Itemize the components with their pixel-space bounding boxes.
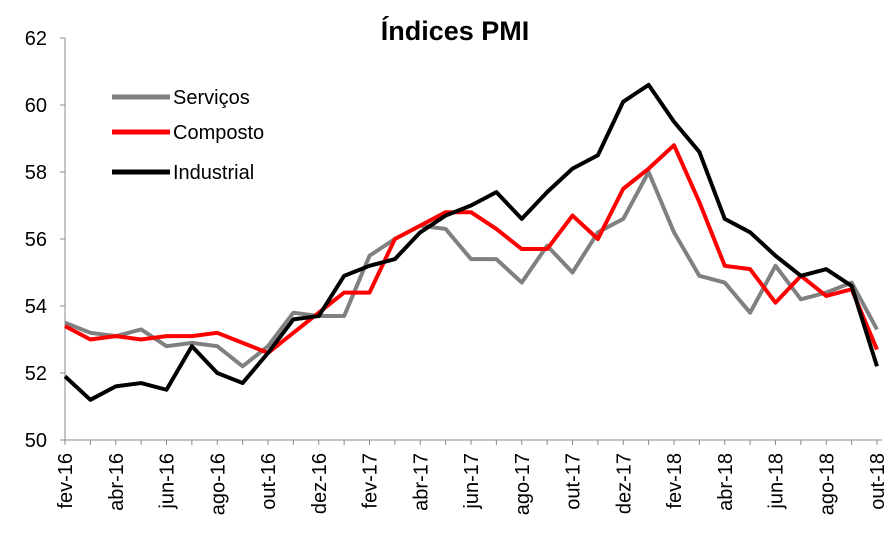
x-tick-label: fev-17: [360, 453, 382, 509]
y-tick-label: 58: [25, 162, 47, 184]
x-tick-label: jun-16: [157, 453, 179, 510]
x-tick-label: ago-17: [512, 453, 534, 515]
x-tick-label: abr-18: [715, 453, 737, 511]
x-tick-label: ago-18: [816, 453, 838, 515]
y-tick-label: 60: [25, 95, 47, 117]
y-tick-label: 62: [25, 28, 47, 50]
x-tick-label: fev-18: [664, 453, 686, 509]
legend-label: Composto: [173, 122, 264, 144]
legend-label: Industrial: [173, 162, 254, 184]
x-tick-label: out-16: [258, 453, 280, 510]
y-tick-label: 50: [25, 430, 47, 452]
x-tick-label: abr-16: [106, 453, 128, 511]
series-line: [63, 82, 879, 402]
chart-title: Índices PMI: [381, 15, 530, 46]
x-tick-label: out-18: [867, 453, 889, 510]
x-tick-label: dez-16: [309, 453, 331, 514]
x-tick-label: abr-17: [410, 453, 432, 511]
y-tick-label: 52: [25, 363, 47, 385]
x-tick-label: out-17: [563, 453, 585, 510]
x-tick-label: ago-16: [207, 453, 229, 515]
y-tick-label: 56: [25, 229, 47, 251]
y-tick-label: 54: [25, 296, 47, 318]
series-line: [64, 143, 879, 355]
x-tick-label: dez-17: [613, 453, 635, 514]
x-tick-label: jun-17: [461, 453, 483, 510]
series-line: [64, 170, 879, 369]
x-tick-label: jun-18: [766, 453, 788, 510]
x-tick-label: fev-16: [55, 453, 77, 509]
legend-label: Serviços: [173, 87, 250, 109]
